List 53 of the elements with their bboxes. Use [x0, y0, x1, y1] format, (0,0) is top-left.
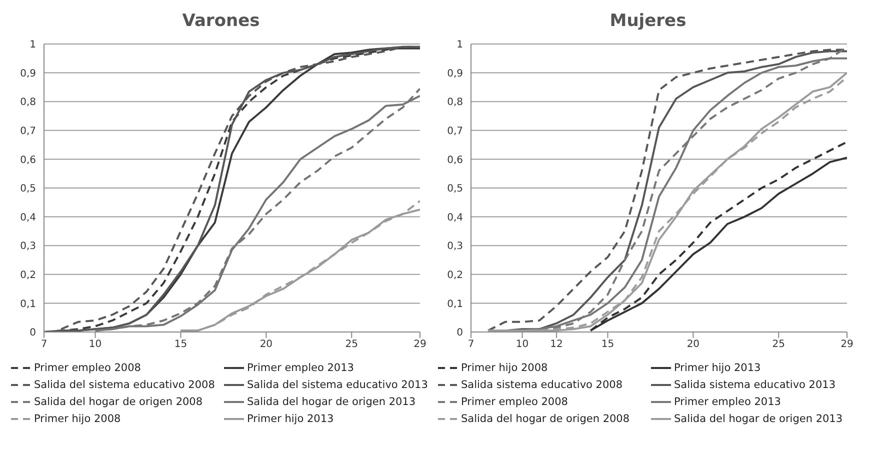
x-tick-label: 12 [550, 339, 563, 350]
y-tick-label: 0,2 [447, 270, 463, 281]
legend-label: Primer hijo 2013 [247, 413, 334, 425]
y-tick-label: 0,6 [20, 154, 36, 166]
x-tick-label: 20 [686, 339, 700, 350]
y-tick-label: 0,3 [447, 241, 463, 252]
x-tick-label: 7 [468, 339, 474, 350]
x-tick-label: 25 [772, 339, 786, 350]
legend-label: Salida del hogar de origen 2008 [34, 396, 203, 408]
legend-label: Salida del hogar de origen 2013 [674, 413, 843, 425]
legend-label: Salida del sistema educativo 2013 [247, 379, 428, 391]
y-tick-label: 0,8 [20, 97, 36, 108]
y-tick-label: 0,8 [447, 97, 463, 108]
x-tick-label: 10 [516, 339, 529, 350]
chart-title: Varones [181, 10, 261, 33]
legend-label: Primer empleo 2013 [247, 362, 354, 374]
x-tick-label: 20 [260, 339, 273, 350]
legend-label: Salida del hogar de origen 2008 [461, 413, 630, 425]
y-tick-label: 0,7 [20, 126, 36, 137]
x-tick-label: 29 [840, 339, 854, 350]
legend-label: Salida del hogar de origen 2013 [247, 396, 416, 408]
y-tick-label: 0,3 [20, 241, 36, 252]
y-tick-label: 0,4 [447, 212, 463, 224]
y-tick-label: 0 [30, 328, 36, 339]
y-tick-label: 0,1 [447, 298, 463, 310]
y-tick-label: 1 [30, 40, 36, 51]
legend-label: Primer empleo 2008 [34, 362, 141, 374]
y-tick-label: 0,6 [447, 154, 463, 166]
y-tick-label: 0 [456, 328, 463, 339]
x-tick-label: 29 [414, 339, 426, 350]
legend-label: Primer hijo 2008 [34, 413, 121, 425]
y-tick-label: 0,4 [20, 212, 36, 224]
legend-label: Primer hijo 2013 [674, 362, 761, 374]
legend-label: Salida del sistema educativo 2008 [34, 379, 215, 391]
y-tick-label: 0,9 [447, 68, 463, 80]
x-tick-label: 7 [40, 339, 48, 350]
y-tick-label: 0,7 [447, 126, 463, 137]
legend-label: Primer empleo 2013 [674, 396, 781, 408]
y-tick-label: 0,9 [20, 68, 36, 80]
legend-label: Primer empleo 2008 [461, 396, 568, 408]
x-tick-label: 25 [345, 339, 358, 350]
legend-label: Salida sistema educativo 2008 [461, 379, 623, 391]
y-tick-label: 0,5 [447, 184, 463, 195]
y-tick-label: 0,2 [20, 270, 36, 281]
legend-label: Primer hijo 2008 [461, 362, 548, 374]
x-tick-label: 15 [601, 339, 614, 350]
legend-label: Salida sistema educativo 2013 [674, 379, 836, 391]
x-tick-label: 10 [88, 339, 102, 350]
y-tick-label: 0,5 [20, 184, 36, 195]
y-tick-label: 0,1 [20, 298, 36, 310]
chart-title: Mujeres [608, 10, 688, 33]
x-tick-label: 15 [174, 339, 188, 350]
y-tick-label: 1 [456, 40, 463, 51]
